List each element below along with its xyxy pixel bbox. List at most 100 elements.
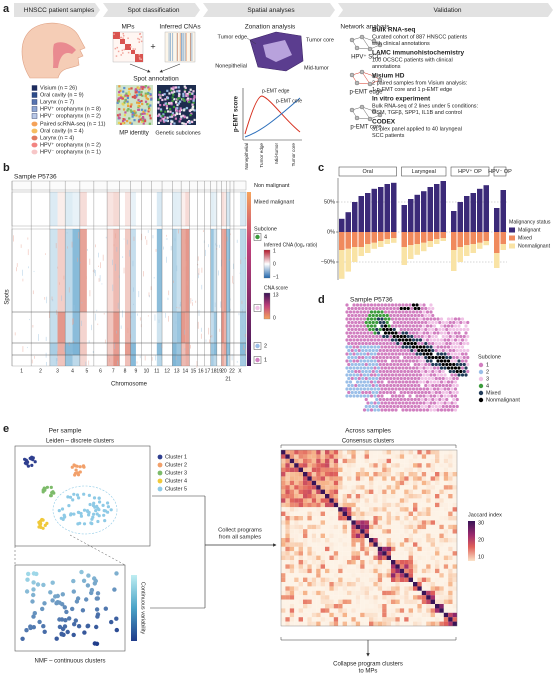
spot: [399, 362, 403, 367]
spot: [413, 348, 417, 353]
heatmap-cell: [448, 564, 453, 569]
heatmap-cell: [391, 604, 396, 609]
heatmap-cell: [369, 590, 374, 596]
heatmap-cell: [303, 467, 308, 473]
heatmap-cell: [399, 608, 405, 613]
noise: [190, 344, 191, 349]
mp-block: [125, 44, 131, 50]
spot: [403, 383, 407, 388]
network-node: [359, 104, 365, 110]
spot: [401, 408, 405, 412]
heatmap-cell: [325, 573, 330, 578]
noise: [34, 356, 35, 359]
spot: [397, 387, 402, 391]
cna-region: [49, 192, 58, 226]
heatmap-cell: [298, 568, 304, 574]
heatmap-cell: [338, 494, 343, 499]
heatmap-cell: [382, 573, 387, 578]
heatmap-cell: [320, 454, 326, 459]
heatmap-cell: [360, 577, 365, 583]
cluster-point: [91, 503, 95, 508]
chromosome-label: 12: [164, 368, 170, 374]
noise: [91, 324, 92, 331]
heatmap-cell: [289, 507, 295, 512]
heatmap-cell: [448, 542, 453, 547]
heatmap-cell: [285, 617, 290, 622]
heatmap-cell: [404, 538, 409, 543]
heatmap-cell: [369, 612, 374, 618]
heatmap-cell: [426, 538, 431, 543]
heatmap-cell: [452, 595, 458, 600]
spot: [355, 345, 360, 349]
subclone-spot: [172, 105, 176, 109]
heatmap-cell: [285, 467, 290, 473]
noise: [81, 301, 83, 304]
heatmap-cell: [351, 568, 356, 574]
heatmap-cell: [377, 480, 383, 486]
spot: [366, 408, 370, 412]
heatmap-cell: [347, 542, 352, 547]
heatmap-cell: [452, 586, 458, 591]
heatmap-cell: [448, 551, 453, 556]
spot: [368, 383, 372, 388]
subclone-spot: [170, 89, 173, 92]
spot: [457, 338, 461, 342]
legend-title: Malignancy status: [509, 219, 551, 225]
label: CNA score: [264, 285, 288, 291]
spot: [425, 373, 430, 377]
spot: [431, 369, 435, 374]
heatmap-cell: [369, 568, 374, 574]
heatmap-cell: [439, 485, 444, 490]
cluster-point: [96, 506, 100, 510]
heatmap-cell: [439, 498, 444, 503]
heatmap-cell: [360, 489, 365, 495]
spot: [392, 390, 396, 395]
heatmap-cell: [417, 524, 422, 530]
heatmap-cell: [347, 621, 352, 627]
spot: [439, 345, 444, 349]
heatmap-cell: [448, 467, 453, 473]
mp-spot: [126, 100, 129, 103]
cna-region: [113, 343, 120, 355]
spot: [415, 394, 419, 398]
spot: [378, 306, 382, 311]
heatmap-cell: [439, 546, 444, 552]
heatmap-cell: [399, 564, 405, 569]
spot: [355, 324, 360, 328]
heatmap-cell: [391, 467, 396, 473]
spot: [408, 366, 412, 370]
heatmap-cell: [386, 577, 392, 583]
heatmap-cell: [443, 472, 449, 477]
heatmap-cell: [338, 454, 343, 459]
heatmap-cell: [360, 485, 365, 490]
spot: [422, 324, 426, 328]
spot: [420, 390, 424, 395]
subclone-spot: [164, 119, 167, 122]
heatmap-cell: [408, 568, 414, 574]
heatmap-cell: [333, 590, 339, 596]
spot: [385, 313, 389, 318]
spot: [401, 345, 405, 349]
heatmap-cell: [338, 551, 343, 556]
subclone-spot: [166, 89, 169, 92]
cluster-point: [41, 518, 45, 522]
spot: [350, 327, 354, 332]
heatmap-cell: [311, 564, 317, 569]
legend-swatch: [509, 227, 515, 233]
spot: [450, 401, 454, 405]
spot: [368, 390, 372, 395]
mp-spot: [144, 100, 148, 103]
heatmap-cell: [355, 546, 361, 552]
heatmap-cell: [373, 612, 378, 618]
cna-stripe: [179, 33, 181, 61]
heatmap-cell: [382, 494, 387, 499]
heatmap-cell: [316, 516, 321, 521]
mp-spot: [133, 119, 136, 122]
noise: [73, 340, 75, 343]
heatmap-cell: [351, 502, 356, 508]
heatmap-cell: [369, 599, 374, 605]
spot: [429, 373, 433, 377]
heatmap-cell: [391, 560, 396, 565]
spot: [390, 373, 395, 377]
spot: [441, 390, 445, 395]
